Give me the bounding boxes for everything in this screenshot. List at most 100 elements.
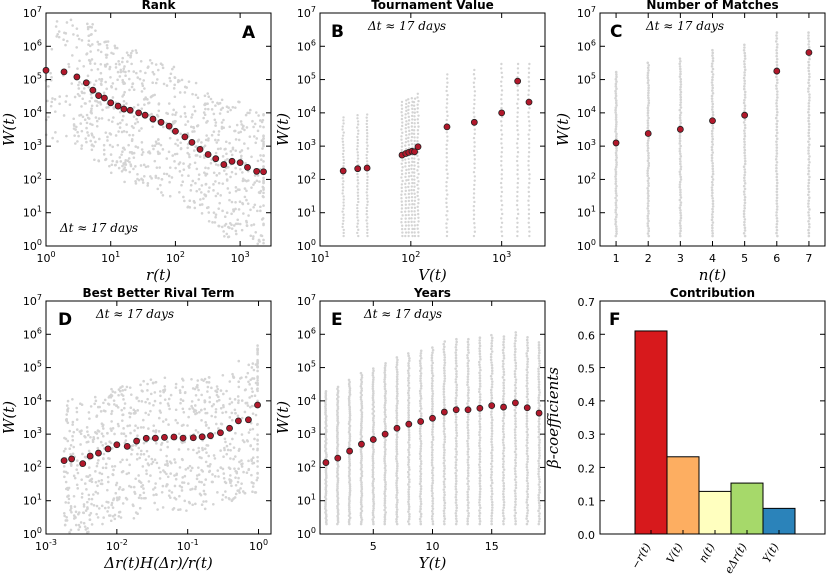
data-point (339, 167, 347, 175)
data-point (476, 404, 484, 412)
x-axis-label: V(t) (418, 266, 447, 284)
y-tick-label: 107 (297, 5, 316, 20)
delta-t-annotation: Δt ≈ 17 days (363, 307, 442, 321)
data-point (676, 125, 684, 133)
y-axis-label: W(t) (0, 401, 18, 434)
y-tick-label: 105 (23, 72, 42, 87)
y-tick-label: 102 (577, 171, 596, 186)
data-point (101, 94, 108, 102)
data-point (452, 406, 460, 414)
data-point (363, 164, 371, 172)
data-point (126, 106, 134, 114)
delta-t-annotation: Δt ≈ 17 days (645, 19, 724, 33)
y-axis-label: β-coefficients (544, 367, 562, 469)
y-tick-label: 102 (23, 171, 42, 186)
y-tick-label: 106 (577, 38, 596, 53)
data-point (514, 77, 522, 85)
data-point (253, 167, 261, 175)
x-tick-label: 5 (741, 252, 748, 265)
panel-label: A (242, 23, 256, 43)
data-point (405, 420, 413, 428)
data-point (196, 145, 204, 153)
data-point (429, 414, 436, 422)
y-axis-label: W(t) (554, 113, 572, 146)
data-point (220, 161, 228, 168)
delta-t-annotation: Δt ≈ 17 days (367, 19, 446, 33)
chart-title: Tournament Value (371, 0, 494, 12)
y-tick-label: 100 (577, 238, 596, 253)
y-tick-label: 104 (577, 105, 596, 120)
data-point (334, 454, 342, 462)
data-point (181, 133, 189, 141)
data-point (235, 417, 242, 425)
y-tick-label: 106 (297, 38, 316, 53)
delta-t-annotation: Δt ≈ 17 days (59, 221, 138, 235)
data-point (135, 109, 143, 117)
y-tick-label: 107 (577, 5, 596, 20)
y-tick-label: 104 (23, 105, 42, 120)
x-tick-label: 10 (426, 540, 440, 553)
y-tick-label: 101 (297, 205, 316, 220)
bar (634, 330, 668, 535)
x-tick-label: 103 (492, 250, 511, 265)
y-tick-label: 102 (297, 459, 316, 474)
raw-data-cloud (341, 62, 531, 238)
x-axis-label: Δr(t)H(Δr)/r(t) (103, 554, 213, 572)
y-tick-label: 105 (297, 360, 316, 375)
y-tick-label: 104 (23, 393, 42, 408)
raw-data-cloud (324, 331, 541, 526)
data-point (612, 139, 620, 147)
data-point (79, 460, 87, 468)
y-tick-label: 102 (23, 459, 42, 474)
data-point (95, 449, 102, 457)
data-point (142, 434, 150, 442)
y-tick-label: 107 (23, 5, 42, 20)
data-point (179, 434, 187, 442)
axes-frame (45, 12, 272, 247)
y-tick-label: 103 (23, 138, 42, 153)
bar (730, 482, 764, 535)
y-tick-label: 101 (23, 205, 42, 220)
data-point (254, 401, 261, 409)
x-tick-label: 102 (401, 250, 420, 265)
data-point (244, 163, 251, 171)
x-tick-label: 101 (310, 250, 329, 265)
x-tick-label: 7 (805, 252, 812, 265)
y-tick-label: 106 (297, 326, 316, 341)
y-tick-label: 0.0 (578, 529, 596, 542)
panel-e: Years 5 10 15 Δt ≈ 17 days Y(t) W(t) E (274, 286, 546, 572)
data-point (172, 127, 179, 135)
data-point (170, 433, 178, 441)
data-point (228, 157, 236, 165)
data-point (523, 404, 531, 412)
data-point (204, 151, 212, 158)
data-point (151, 434, 159, 442)
category-label: n(t) (696, 541, 717, 565)
panel-label: D (58, 310, 72, 330)
x-tick-label: 4 (709, 252, 716, 265)
y-tick-label: 107 (23, 293, 42, 308)
data-point (107, 99, 115, 107)
data-point (165, 122, 173, 130)
y-tick-label: 101 (23, 493, 42, 508)
x-tick-label: 101 (101, 250, 120, 265)
data-point (381, 430, 389, 438)
data-point (217, 429, 224, 437)
y-tick-label: 103 (23, 426, 42, 441)
y-tick-label: 100 (297, 526, 316, 541)
raw-data-cloud (62, 344, 259, 534)
panel-label: E (331, 310, 343, 330)
category-label: V(t) (664, 541, 686, 566)
y-tick-label: 0.4 (578, 396, 596, 409)
y-tick-label: 106 (23, 38, 42, 53)
data-point (89, 86, 97, 94)
data-point (500, 403, 507, 411)
data-point (236, 159, 244, 167)
data-point (322, 459, 330, 466)
x-tick-label: 103 (231, 250, 250, 265)
y-tick-label: 0.3 (578, 429, 596, 442)
data-point (245, 416, 252, 424)
y-tick-label: 100 (23, 238, 42, 253)
x-tick-label: 10-1 (177, 538, 199, 553)
